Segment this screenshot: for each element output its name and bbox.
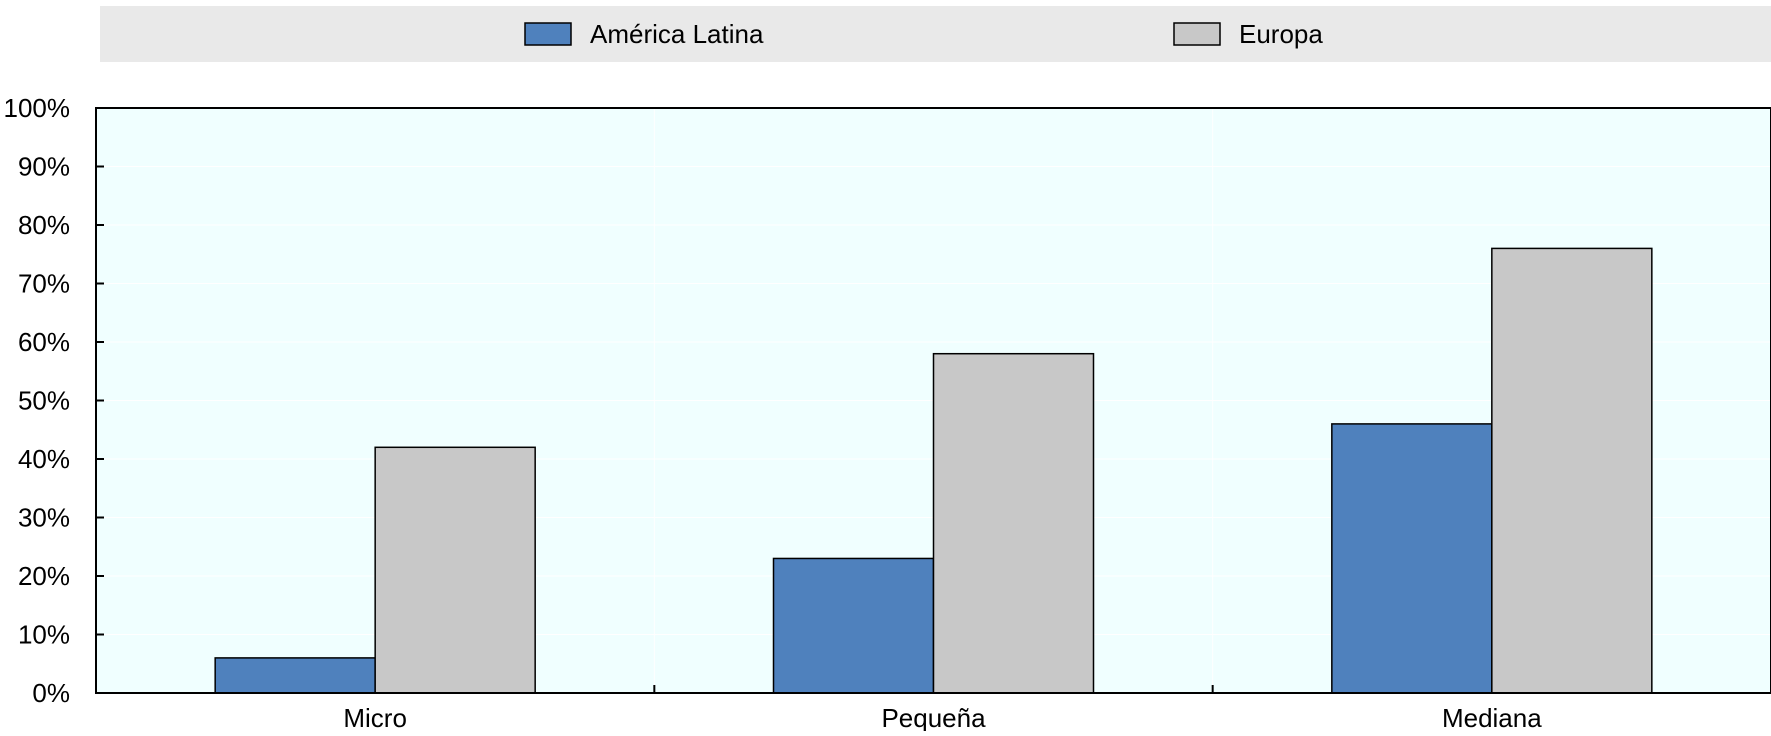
y-tick-label: 90% xyxy=(18,152,70,182)
axes: 0% 10% 20% 30% 40% 50% 60% 70% 80% 90% 100% Micro Pe… xyxy=(4,93,1543,733)
y-tick-label: 40% xyxy=(18,444,70,474)
legend-swatch xyxy=(1173,22,1221,46)
bars xyxy=(214,247,1653,694)
y-tick-label: 30% xyxy=(18,503,70,533)
bar-europa xyxy=(932,352,1095,694)
legend-background xyxy=(100,6,1771,62)
bar-america-latina xyxy=(772,557,935,694)
y-tick-label: 20% xyxy=(18,561,70,591)
bar-europa xyxy=(374,446,536,694)
y-tick-label: 60% xyxy=(18,327,70,357)
legend-label: Europa xyxy=(1239,19,1323,49)
bar-america-latina xyxy=(1331,423,1493,694)
x-tick-label: Micro xyxy=(343,703,407,731)
bar-america-latina xyxy=(214,657,376,694)
y-tick-label: 10% xyxy=(18,620,70,650)
y-tick-label: 80% xyxy=(18,210,70,240)
legend-swatch xyxy=(524,22,572,46)
x-tick-label: Mediana xyxy=(1442,703,1542,731)
bar-europa xyxy=(1491,247,1653,694)
legend-label: América Latina xyxy=(590,19,764,49)
y-tick-label: 50% xyxy=(18,386,70,416)
y-tick-label: 0% xyxy=(32,678,70,708)
legend: América Latina Europa xyxy=(524,19,1323,49)
y-tick-label: 70% xyxy=(18,269,70,299)
x-tick-label: Pequeña xyxy=(881,703,986,731)
y-tick-label: 100% xyxy=(4,93,71,123)
